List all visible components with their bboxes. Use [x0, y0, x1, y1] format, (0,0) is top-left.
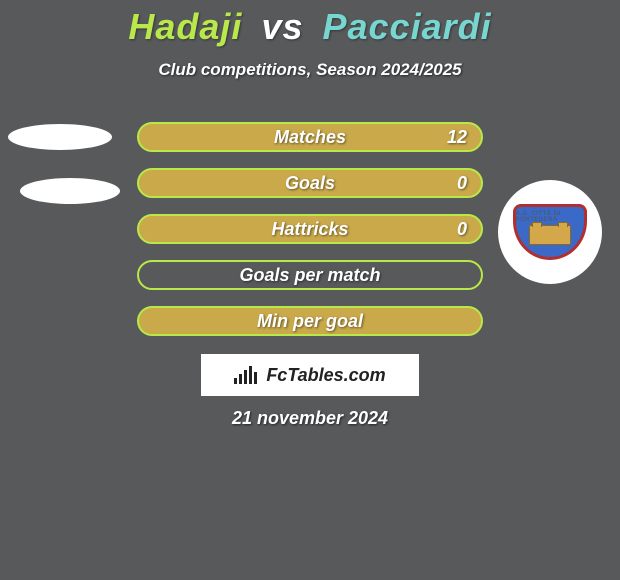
player2-name: Pacciardi: [323, 6, 492, 47]
stat-bars-container: Matches 12 Goals 0 Hattricks 0 Goals per match…: [137, 122, 483, 352]
player1-name: Hadaji: [128, 6, 242, 47]
stat-bar-label: Goals: [285, 173, 335, 194]
vs-separator: vs: [261, 6, 303, 47]
club-crest: A.S. CITTÀ DI PONTEDERA: [498, 180, 602, 284]
source-logo-text: FcTables.com: [266, 365, 385, 386]
stat-bar-value: 0: [457, 219, 467, 240]
logo-bars-icon: [234, 366, 260, 384]
comparison-title: Hadaji vs Pacciardi: [0, 0, 620, 48]
left-ellipse: [20, 178, 120, 204]
crest-castle-icon: [529, 225, 570, 245]
stat-bar-label: Matches: [274, 127, 346, 148]
stat-bar-label: Hattricks: [271, 219, 348, 240]
stat-bar-row: Hattricks 0: [137, 214, 483, 244]
stat-bar-row: Matches 12: [137, 122, 483, 152]
source-logo: FcTables.com: [234, 365, 385, 386]
stat-bar-label: Min per goal: [257, 311, 363, 332]
crest-shield: A.S. CITTÀ DI PONTEDERA: [513, 204, 588, 260]
stat-bar-row: Goals per match: [137, 260, 483, 290]
subtitle: Club competitions, Season 2024/2025: [0, 60, 620, 80]
stat-bar-value: 0: [457, 173, 467, 194]
stat-bar-row: Goals 0: [137, 168, 483, 198]
crest-label: A.S. CITTÀ DI PONTEDERA: [516, 211, 585, 223]
stat-bar-row: Min per goal: [137, 306, 483, 336]
source-logo-box: FcTables.com: [201, 354, 419, 396]
stat-bar-label: Goals per match: [239, 265, 380, 286]
stat-bar-value: 12: [447, 127, 467, 148]
date-line: 21 november 2024: [0, 408, 620, 429]
left-ellipse: [8, 124, 112, 150]
